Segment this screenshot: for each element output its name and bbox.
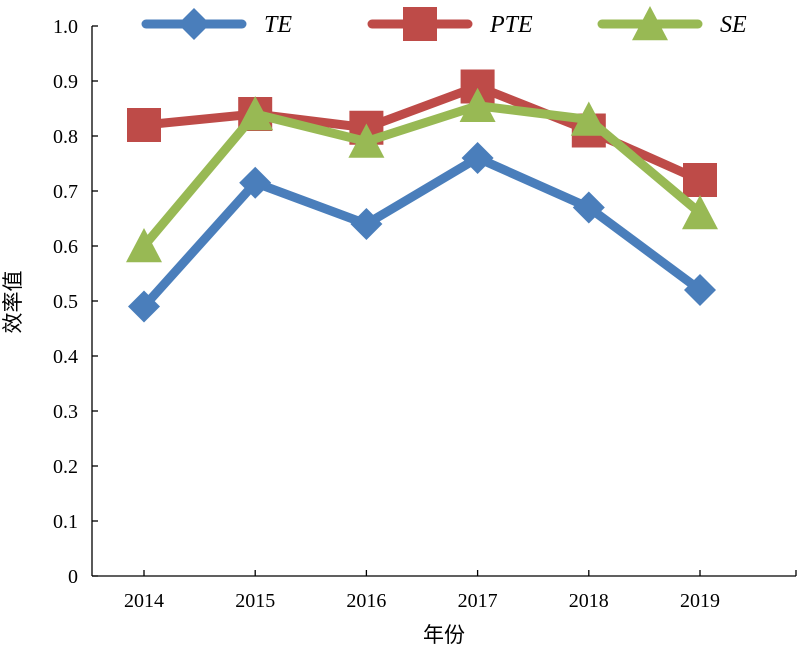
- data-point-se: [459, 87, 496, 122]
- data-point-te: [684, 274, 716, 306]
- y-tick-label: 0.1: [53, 511, 78, 533]
- y-tick-label: 0.2: [53, 456, 78, 478]
- data-point-se: [570, 101, 607, 136]
- data-point-se: [682, 195, 718, 230]
- y-tick-label: 0.6: [53, 236, 78, 258]
- series-se: [126, 87, 718, 263]
- x-tick-label: 2019: [680, 590, 720, 612]
- data-point-te: [350, 208, 383, 240]
- y-tick-label: 1.0: [53, 16, 78, 38]
- y-tick-label: 0.4: [53, 346, 78, 368]
- data-point-se: [237, 96, 274, 131]
- data-point-se: [348, 123, 385, 158]
- legend-marker-te: [178, 8, 210, 40]
- x-axis-title: 年份: [423, 623, 465, 647]
- x-tick-label: 2016: [346, 590, 386, 612]
- legend-marker-pte: [403, 7, 437, 41]
- y-tick-label: 0.8: [53, 126, 78, 148]
- x-tick-label: 2014: [124, 590, 164, 612]
- series-te: [128, 142, 716, 323]
- legend-item-pte: PTE: [367, 7, 533, 41]
- y-axis-title: 效率值: [1, 271, 25, 334]
- legend-marker-se: [632, 6, 668, 41]
- data-point-te: [572, 191, 605, 224]
- series-line-pte: [139, 82, 705, 185]
- data-point-pte: [683, 163, 717, 197]
- y-tick-label: 0: [68, 566, 78, 588]
- x-tick-label: 2018: [569, 590, 609, 612]
- data-point-pte: [127, 108, 161, 142]
- data-point-te: [461, 142, 494, 174]
- y-tick-label: 0.7: [53, 181, 78, 203]
- legend-label: SE: [720, 12, 747, 38]
- y-tick-label: 0.5: [53, 291, 78, 313]
- legend: TE PTE SE: [141, 6, 747, 41]
- legend-item-se: SE: [597, 6, 747, 41]
- series-line-te: [139, 153, 705, 311]
- legend-item-te: TE: [141, 8, 292, 40]
- legend-label: TE: [264, 12, 292, 38]
- series-line-se: [139, 101, 705, 251]
- data-point-se: [126, 228, 162, 263]
- y-ticks: 0 0.1 0.2 0.3 0.4 0.5 0.6 0.7 0.8 0.9 1.0: [53, 16, 98, 588]
- y-tick-label: 0.3: [53, 401, 78, 423]
- x-tick-label: 2017: [458, 590, 498, 612]
- data-point-te: [128, 290, 160, 323]
- series-layer: [126, 69, 718, 323]
- data-point-te: [239, 166, 272, 199]
- y-tick-label: 0.9: [53, 71, 78, 93]
- x-tick-label: 2015: [235, 590, 275, 612]
- x-ticks: 2014 2015 2016 2017 2018 2019: [124, 570, 797, 612]
- legend-label: PTE: [489, 12, 533, 38]
- series-pte: [127, 69, 717, 197]
- axes: 0 0.1 0.2 0.3 0.4 0.5 0.6 0.7 0.8 0.9 1.0 2014 2015…: [53, 16, 797, 612]
